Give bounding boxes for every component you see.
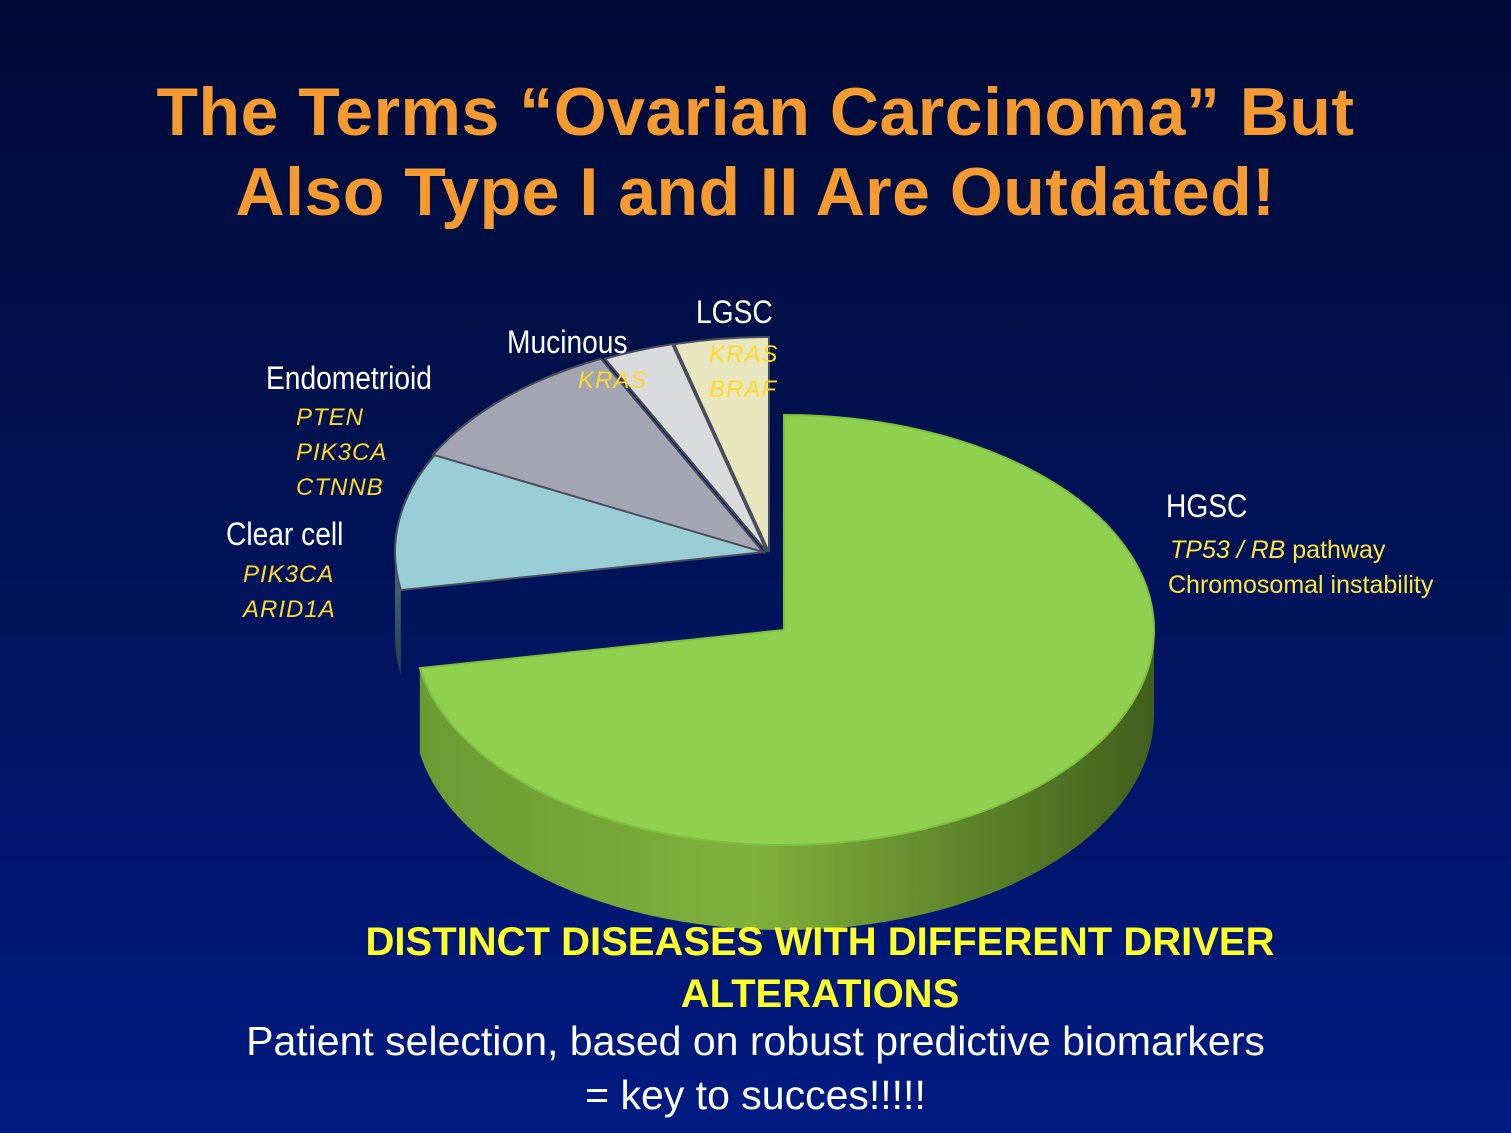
endometrioid-gene: PTEN [296,404,365,431]
bottom-heading-line2: ALTERATIONS [680,972,960,1016]
clear-cell-slice [394,453,766,592]
lgsc-gene: BRAF [709,376,778,403]
endometrioid-slice [431,357,766,554]
hgsc-gene-suffix: pathway [1285,536,1386,564]
hgsc-pathway: TP53 / RB pathway [1170,536,1385,565]
hgsc-gene: TP53 / RB [1170,536,1286,564]
mucinous-slice [603,343,768,553]
hgsc-slice-side [419,630,1154,930]
bottom-heading-line1: DISTINCT DISEASES WITH DIFFERENT DRIVER [365,920,1275,964]
lgsc-gene: KRAS [709,341,779,368]
lgsc-slice [672,335,770,553]
hgsc-instability: Chromosomal instability [1168,571,1434,599]
mucinous-label: Mucinous [507,324,628,360]
hgsc-slice [418,413,1155,846]
endometrioid-gene: PIK3CA [296,439,388,466]
hgsc-label: HGSC [1166,488,1248,524]
clear-cell-gene: PIK3CA [243,561,335,588]
bottom-text-line2: = key to succes!!!!! [585,1072,926,1118]
slide-title-line1: The Terms “Ovarian Carcinoma” But [156,74,1355,150]
clear-cell-label: Clear cell [226,516,344,552]
endometrioid-gene: CTNNB [296,474,384,501]
lgsc-label: LGSC [696,294,773,330]
clear-cell-slice-side [395,552,401,676]
bottom-text-line1: Patient selection, based on robust predi… [246,1018,1265,1064]
slide-title-line2: Also Type I and II Are Outdated! [235,154,1276,230]
mucinous-gene: KRAS [578,367,648,394]
endometrioid-label: Endometrioid [266,360,432,396]
clear-cell-gene: ARID1A [243,596,336,623]
